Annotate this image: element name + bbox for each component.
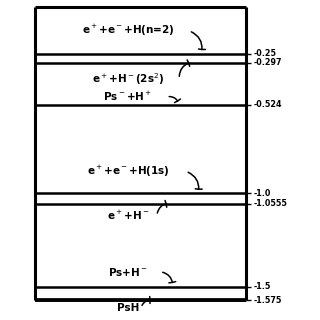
Text: -0.297: -0.297 [253,58,282,67]
Text: -0.25: -0.25 [253,50,276,59]
Text: -1.5: -1.5 [253,282,271,291]
Text: PsH: PsH [117,303,139,313]
Text: e$^+$+H$^-$(2s$^2$): e$^+$+H$^-$(2s$^2$) [92,71,164,87]
Text: -1.575: -1.575 [253,296,282,305]
Text: -1.0555: -1.0555 [253,199,287,208]
Text: Ps$^-$+H$^+$: Ps$^-$+H$^+$ [103,90,153,103]
Text: e$^+$+e$^-$+H(n=2): e$^+$+e$^-$+H(n=2) [82,23,174,38]
Text: e$^+$+e$^-$+H(1s): e$^+$+e$^-$+H(1s) [87,164,169,179]
Text: Ps+H$^-$: Ps+H$^-$ [108,266,148,278]
Text: -0.524: -0.524 [253,100,282,109]
Text: -1.0: -1.0 [253,189,271,198]
Text: e$^+$+H$^-$: e$^+$+H$^-$ [107,209,149,222]
